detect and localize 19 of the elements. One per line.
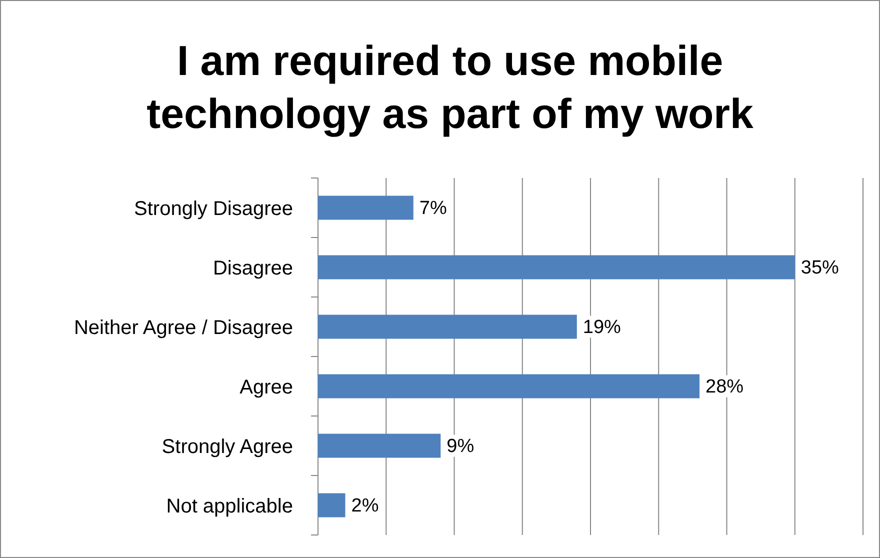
bar	[318, 434, 441, 458]
data-label: 7%	[419, 198, 447, 219]
bar	[318, 196, 414, 220]
chart-title: I am required to use mobile technology as part of my work	[146, 37, 754, 137]
data-label: 19%	[582, 316, 622, 338]
y-tick-label: Not applicable	[166, 495, 293, 518]
y-tick-label: Neither Agree / Disagree	[74, 316, 293, 339]
bar	[318, 314, 577, 339]
data-label: 9%	[446, 436, 474, 457]
y-tick-label: Strongly Agree	[162, 436, 293, 458]
bar	[318, 255, 795, 280]
data-label: 35%	[800, 257, 840, 278]
y-tick-label: Strongly Disagree	[134, 198, 293, 220]
bar	[318, 493, 346, 518]
bar	[318, 374, 700, 398]
data-label: 2%	[351, 495, 379, 516]
y-tick-label: Disagree	[212, 257, 293, 280]
y-tick-label: Agree	[240, 376, 293, 398]
data-label: 28%	[706, 376, 744, 398]
